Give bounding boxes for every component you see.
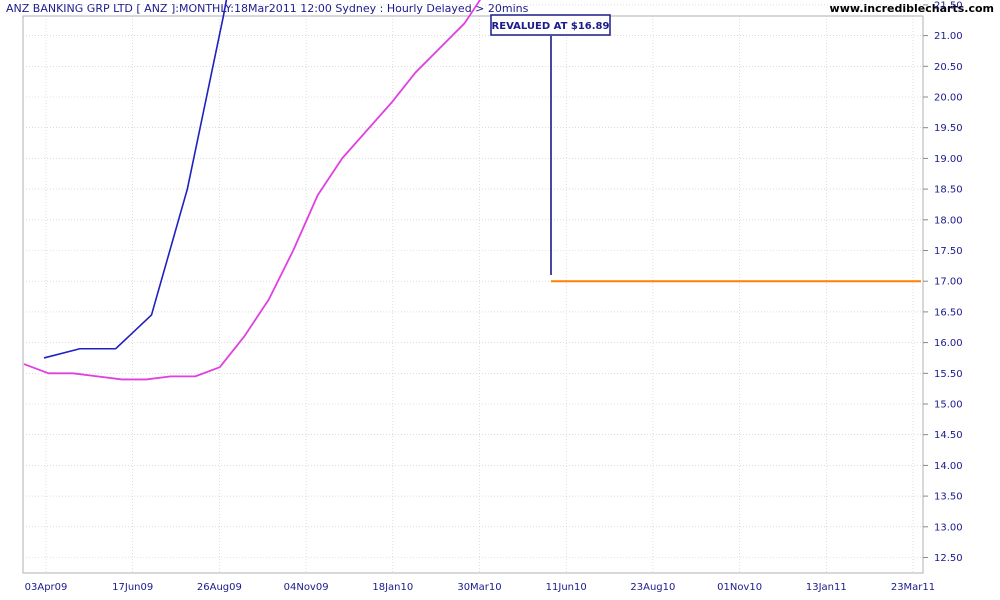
chart-title: ANZ BANKING GRP LTD [ ANZ ]:MONTHLY:18Ma… bbox=[6, 2, 529, 15]
x-tick-label: 03Apr09 bbox=[25, 582, 68, 593]
y-tick-label: 21.50 bbox=[934, 0, 963, 11]
moving-average-line bbox=[23, 0, 482, 381]
y-tick-label: 18.00 bbox=[934, 215, 963, 226]
series-layer bbox=[23, 0, 582, 381]
x-tick-label: 01Nov10 bbox=[717, 582, 762, 593]
x-tick-label: 18Jan10 bbox=[372, 582, 413, 593]
y-tick-label: 19.00 bbox=[934, 154, 963, 165]
price-line bbox=[43, 0, 582, 359]
y-tick-label: 18.50 bbox=[934, 185, 963, 196]
x-tick-label: 26Aug09 bbox=[197, 582, 242, 593]
site-link[interactable]: www.incrediblecharts.com bbox=[829, 2, 994, 15]
y-tick-label: 12.50 bbox=[934, 553, 963, 564]
x-tick-label: 17Jun09 bbox=[112, 582, 153, 593]
y-tick-label: 21.00 bbox=[934, 31, 963, 42]
y-tick-label: 15.00 bbox=[934, 400, 963, 411]
y-tick-label: 13.50 bbox=[934, 492, 963, 503]
horizontal-gridlines bbox=[23, 4, 923, 558]
y-tick-label: 17.00 bbox=[934, 277, 963, 288]
y-tick-label: 16.50 bbox=[934, 307, 963, 318]
x-tick-label: 23Mar11 bbox=[891, 582, 935, 593]
x-tick-label: 23Aug10 bbox=[630, 582, 675, 593]
y-tick-label: 15.50 bbox=[934, 369, 963, 380]
x-tick-label: 30Mar10 bbox=[457, 582, 501, 593]
revalue-label-box bbox=[490, 14, 611, 36]
x-axis-ticks: 03Apr09 17Jun09 26Aug09 04Nov09 18Jan10 30Mar… bbox=[25, 582, 936, 593]
y-tick-label: 16.00 bbox=[934, 338, 963, 349]
x-tick-label: 11Jun10 bbox=[546, 582, 587, 593]
y-tick-label: 14.00 bbox=[934, 461, 963, 472]
y-tick-label: 20.50 bbox=[934, 62, 963, 73]
y-tick-label: 20.00 bbox=[934, 93, 963, 104]
vertical-gridlines bbox=[45, 16, 914, 573]
x-tick-label: 13Jan11 bbox=[806, 582, 847, 593]
y-tick-label: 17.50 bbox=[934, 246, 963, 257]
revalue-label: REVALUED AT $16.89 bbox=[492, 21, 610, 32]
x-tick-label: 04Nov09 bbox=[284, 582, 329, 593]
y-axis-ticks: 12.50 13.00 13.50 14.00 14.50 15.00 15.50 16.00… bbox=[923, 0, 963, 564]
y-tick-label: 19.50 bbox=[934, 123, 963, 134]
plot-frame bbox=[22, 15, 924, 574]
y-tick-label: 14.50 bbox=[934, 430, 963, 441]
annotation-layer: REVALUED AT $16.89 bbox=[490, 14, 921, 283]
y-tick-label: 13.00 bbox=[934, 522, 963, 533]
